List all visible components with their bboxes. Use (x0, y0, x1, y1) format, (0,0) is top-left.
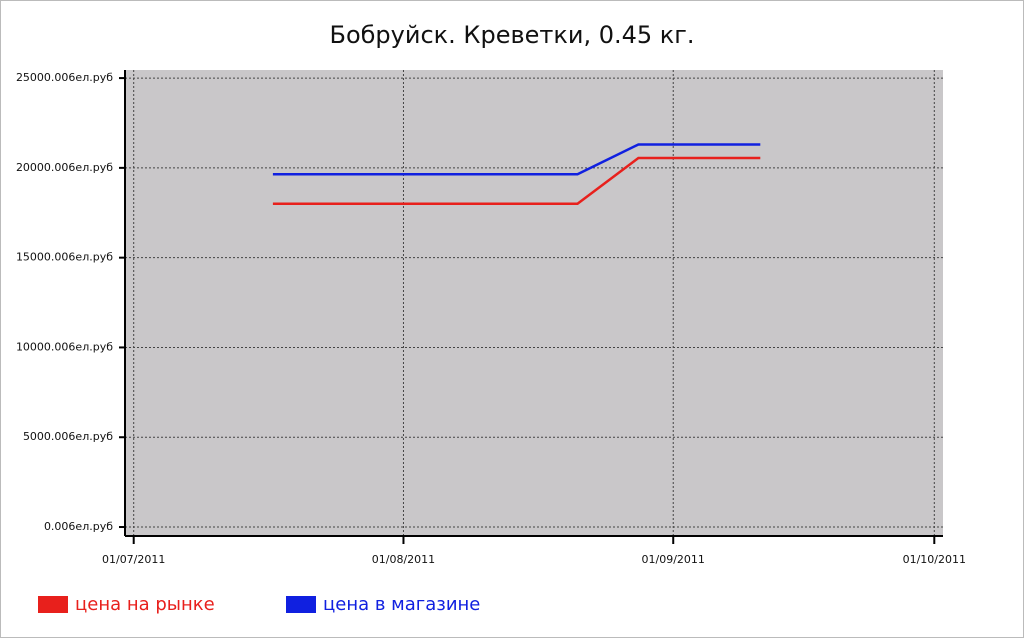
y-tick-label: 20000.006ел.руб (16, 161, 113, 174)
x-tick-label: 01/09/2011 (642, 553, 705, 566)
legend-label: цена в магазине (323, 594, 480, 615)
legend-swatch (38, 596, 68, 613)
legend-swatch (286, 596, 316, 613)
series-line (272, 143, 761, 176)
y-tick-label: 15000.006ел.руб (16, 251, 113, 264)
series-line (272, 156, 761, 206)
x-tick-label: 01/08/2011 (372, 553, 435, 566)
y-tick-label: 5000.006ел.руб (23, 430, 113, 443)
y-tick-label: 10000.006ел.руб (16, 340, 113, 353)
x-tick-label: 01/07/2011 (102, 553, 165, 566)
y-tick-label: 0.006ел.руб (44, 520, 113, 533)
chart-title: Бобруйск. Креветки, 0.45 кг. (329, 21, 694, 49)
x-tick-label: 01/10/2011 (903, 553, 966, 566)
plot-area (125, 70, 943, 536)
legend-label: цена на рынке (75, 594, 215, 615)
y-tick-label: 25000.006ел.руб (16, 71, 113, 84)
